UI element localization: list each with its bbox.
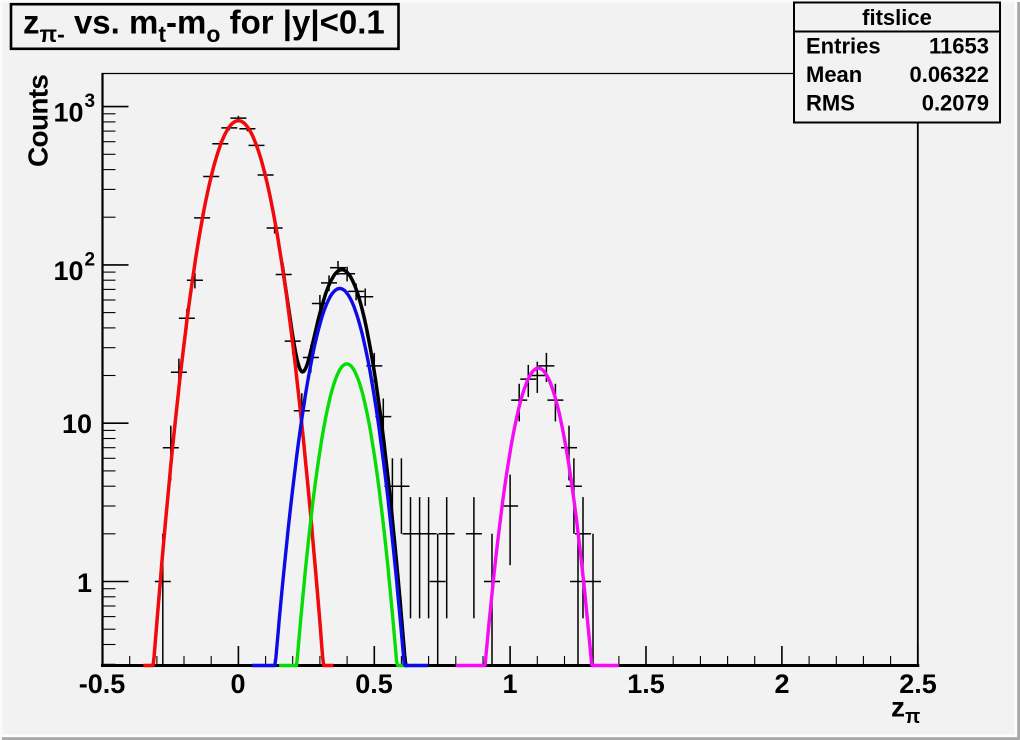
svg-text:0.06322: 0.06322: [909, 62, 989, 87]
svg-text:2.5: 2.5: [899, 669, 937, 699]
svg-text:Counts: Counts: [23, 74, 54, 167]
svg-text:11653: 11653: [929, 34, 989, 59]
svg-text:Mean: Mean: [806, 62, 862, 87]
svg-text:zπ- vs. mt-mo for |y|<0.1: zπ- vs. mt-mo for |y|<0.1: [23, 4, 385, 48]
svg-text:0: 0: [230, 669, 245, 699]
svg-text:3: 3: [85, 91, 96, 112]
svg-text:10: 10: [62, 409, 92, 439]
svg-text:2: 2: [85, 249, 96, 270]
svg-text:RMS: RMS: [806, 91, 855, 116]
svg-text:1: 1: [77, 568, 92, 598]
svg-text:Entries: Entries: [806, 34, 881, 59]
svg-text:2: 2: [774, 669, 789, 699]
svg-text:1: 1: [502, 669, 517, 699]
svg-text:0.5: 0.5: [355, 669, 393, 699]
svg-text:1.5: 1.5: [627, 669, 665, 699]
svg-text:-0.5: -0.5: [79, 669, 126, 699]
svg-text:fitslice: fitslice: [862, 5, 932, 30]
svg-text:10: 10: [53, 98, 83, 128]
svg-text:0.2079: 0.2079: [922, 91, 989, 116]
svg-text:10: 10: [53, 256, 83, 286]
